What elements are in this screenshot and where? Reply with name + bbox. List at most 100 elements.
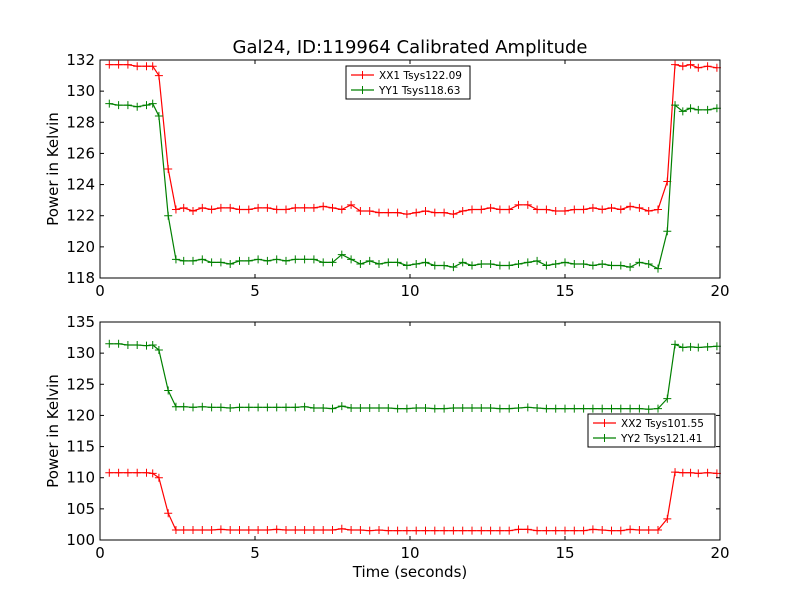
data-point-marker (412, 259, 421, 268)
data-point-marker (468, 205, 476, 214)
data-point-marker (644, 405, 653, 414)
data-point-marker (189, 207, 197, 216)
data-point-marker (654, 526, 662, 535)
data-point-marker (114, 339, 123, 348)
data-point-marker (579, 404, 588, 413)
legend-label: XX1 Tsys122.09 (379, 70, 462, 82)
data-point-marker (105, 468, 114, 477)
data-point-marker (495, 261, 504, 270)
legend-box (587, 413, 716, 448)
data-point-marker (207, 526, 216, 535)
data-point-marker (375, 259, 383, 268)
bottom-panel: 0 5 10 15 20 100 105 110 115 120 125 130 135 Power in… (44, 313, 730, 581)
data-point-marker (598, 205, 607, 214)
y-tick-label: 105 (66, 500, 95, 518)
data-point-marker (272, 525, 281, 534)
data-point-marker (171, 402, 180, 411)
data-point-marker (626, 525, 635, 534)
data-point-marker (542, 404, 551, 413)
data-point-marker (468, 403, 476, 412)
data-point-marker (123, 468, 132, 477)
data-point-marker (449, 263, 458, 272)
data-point-marker (678, 468, 687, 477)
data-point-marker (337, 402, 346, 411)
data-point-marker (686, 60, 695, 69)
data-point-marker (495, 205, 504, 214)
data-point-marker (486, 203, 495, 212)
data-point-marker (635, 203, 644, 212)
data-point-marker (495, 404, 504, 413)
data-point-marker (644, 207, 653, 216)
data-point-marker (226, 403, 235, 412)
data-point-marker (282, 205, 290, 214)
data-point-marker (244, 256, 253, 265)
data-point-marker (542, 526, 551, 535)
data-point-marker (421, 403, 430, 412)
data-point-marker (421, 207, 430, 216)
data-point-marker (384, 258, 393, 267)
data-point-marker (458, 258, 467, 267)
y-tick-label: 115 (66, 438, 95, 456)
data-point-marker (533, 526, 542, 535)
data-point-marker (154, 112, 163, 121)
data-point-marker (430, 208, 439, 217)
legend: XX2 Tsys101.55 YY2 Tsys121.41 (587, 413, 716, 448)
data-point-marker (154, 71, 163, 80)
x-tick-label: 5 (250, 544, 260, 562)
data-point-marker (654, 404, 662, 413)
legend-label: YY2 Tsys121.41 (620, 433, 702, 445)
data-point-marker (686, 468, 695, 477)
data-point-marker (402, 261, 411, 270)
legend-entry: XX1 Tsys122.09 (351, 70, 462, 82)
data-point-marker (114, 101, 123, 110)
data-point-marker (282, 403, 290, 412)
data-point-marker (626, 202, 635, 211)
data-point-marker (365, 256, 374, 265)
data-point-marker (561, 526, 569, 535)
x-tick-label: 0 (95, 544, 105, 562)
data-point-marker (458, 207, 467, 216)
data-point-marker (505, 526, 514, 535)
data-point-marker (393, 258, 402, 267)
data-point-marker (477, 403, 486, 412)
data-point-marker (588, 525, 597, 534)
y-axis-label: Power in Kelvin (44, 374, 62, 488)
data-point-marker (440, 526, 449, 535)
data-point-marker (291, 203, 300, 212)
legend-marker (600, 434, 609, 442)
data-point-marker (154, 346, 163, 355)
data-point-marker (663, 514, 672, 523)
data-point-marker (272, 205, 281, 214)
data-point-marker (486, 403, 495, 412)
data-point-marker (477, 526, 486, 535)
data-point-marker (226, 259, 235, 268)
data-point-marker (105, 99, 114, 108)
data-point-marker (514, 259, 523, 268)
data-point-marker (189, 256, 197, 265)
y-tick-label: 118 (66, 269, 95, 287)
data-point-marker (148, 469, 157, 478)
data-point-marker (449, 210, 458, 219)
y-tick-label: 130 (66, 82, 95, 100)
data-point-marker (189, 403, 197, 412)
data-point-marker (179, 256, 188, 265)
data-point-marker (216, 403, 225, 412)
data-point-marker (319, 202, 328, 211)
data-point-marker (263, 203, 272, 212)
data-point-marker (430, 261, 439, 270)
data-point-marker (123, 101, 132, 110)
data-point-marker (384, 403, 393, 412)
data-point-marker (671, 340, 680, 349)
data-point-marker (347, 200, 356, 209)
data-point-marker (458, 403, 467, 412)
data-point-marker (142, 341, 151, 350)
data-point-marker (412, 526, 421, 535)
data-point-marker (365, 526, 374, 535)
top-panel: 0 5 10 15 20 118 120 122 124 126 128 130 132 Power in… (44, 51, 730, 300)
data-point-marker (393, 526, 402, 535)
data-point-marker (430, 404, 439, 413)
data-point-marker (486, 259, 495, 268)
data-point-marker (421, 526, 430, 535)
data-point-marker (551, 207, 560, 216)
